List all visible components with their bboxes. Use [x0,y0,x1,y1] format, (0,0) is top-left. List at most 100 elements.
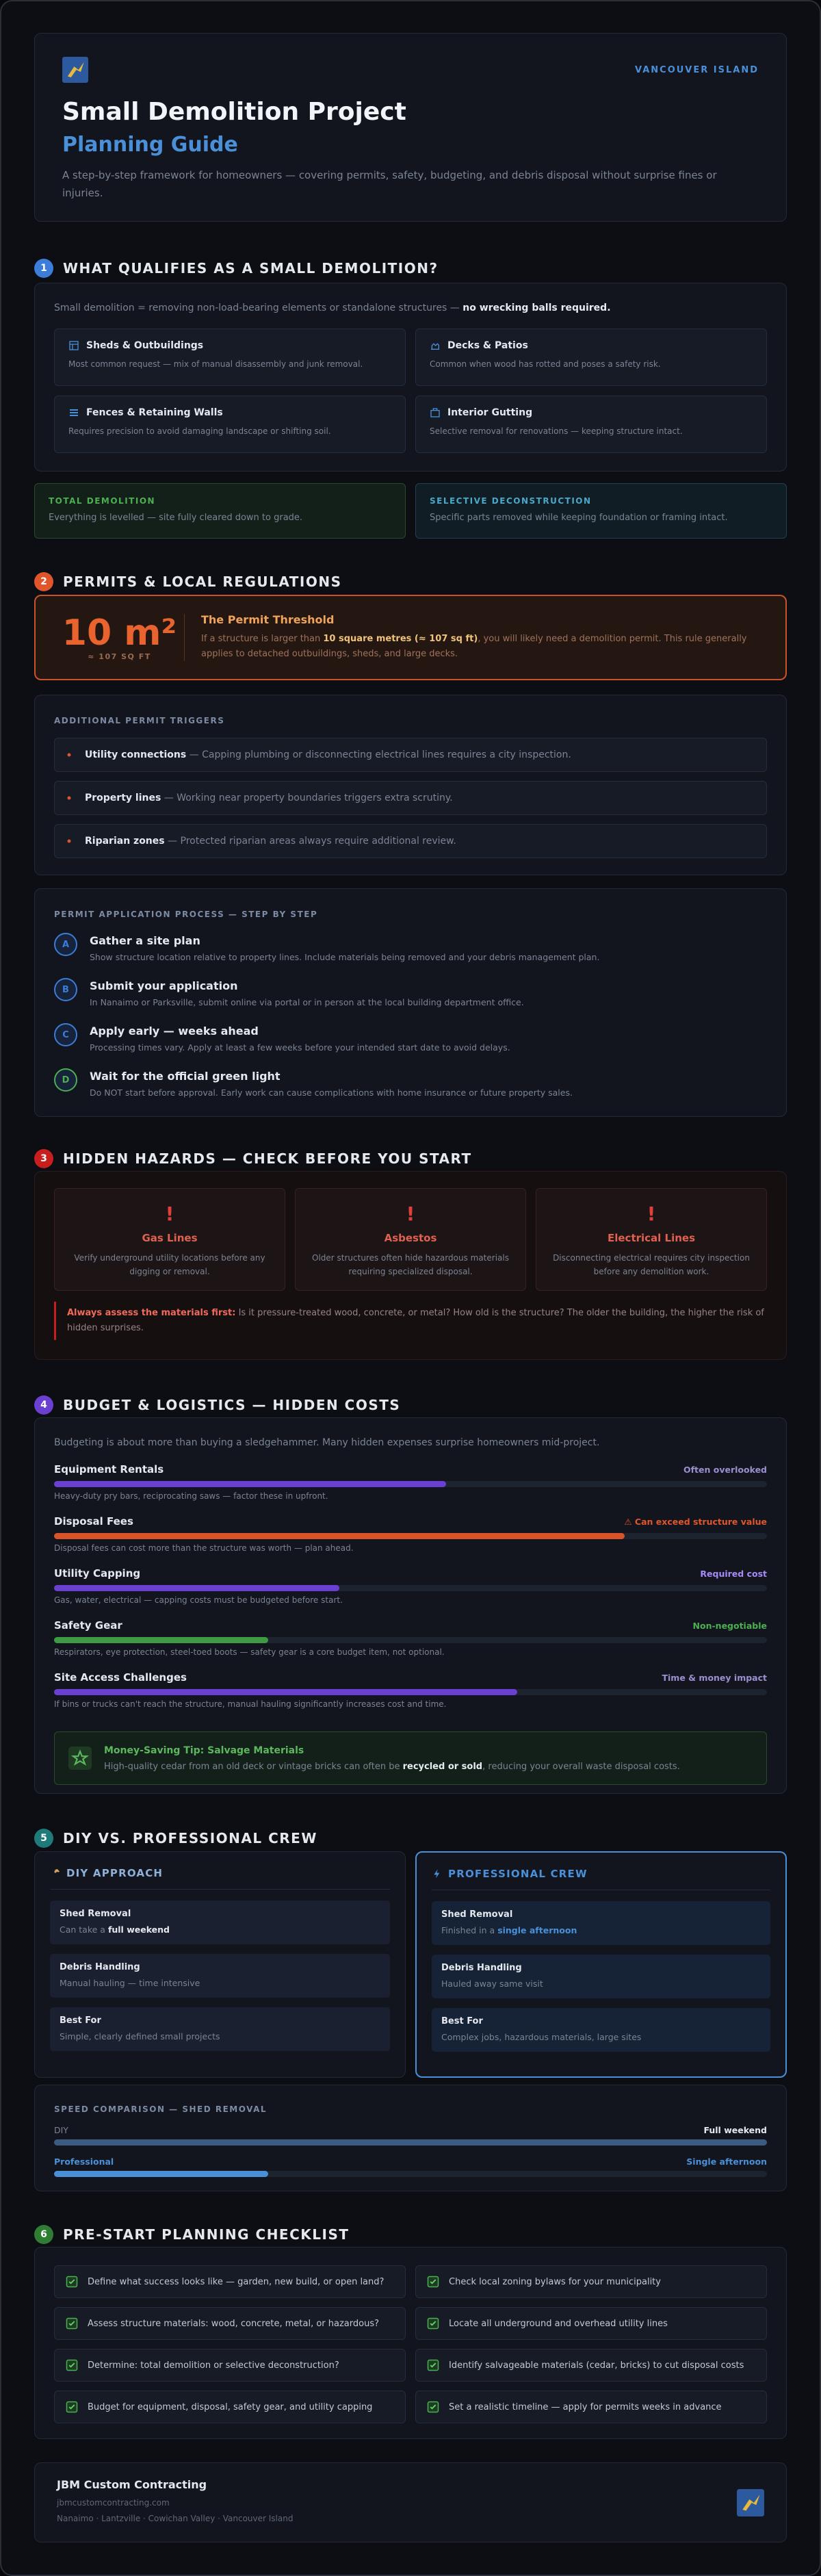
speed-track [54,2139,767,2146]
icon [50,1868,61,1879]
trigger-text: Riparian zones — Protected riparian area… [85,836,456,847]
step-body: Submit your application In Nanaimo or Par… [90,978,524,1023]
hazard-card: ! Electrical Lines Disconnecting electrica… [536,1188,767,1291]
item-title-row: Sheds & Outbuildings [68,340,391,351]
icon [66,751,73,758]
icon-svg [737,2489,764,2516]
text-run: Is it pressure-treated wood, concrete, o… [67,1308,764,1333]
speed-item: DIY Full weekend [54,2125,767,2156]
icon [427,2401,439,2413]
text-run: If a structure is larger than [201,634,324,644]
icon-svg [67,796,71,800]
card: 10 m² ≈ 107 SQ FT The Permit Threshold If a… [34,595,787,680]
budget-item: Equipment Rentals Often overlooked Heavy-d… [54,1463,767,1515]
hazard-card: ! Gas Lines Verify underground utility loc… [54,1188,285,1291]
icon [430,340,441,351]
speed-label: Professional [54,2156,114,2167]
speed-row: Professional Single afternoon [54,2156,767,2167]
comparison-card: DIY APPROACH Shed Removal Can take a full … [34,1851,406,2078]
speed-bar [54,2171,268,2177]
text-run: Simple, clearly defined small projects [60,2031,220,2042]
comparison-label: Shed Removal [441,1909,513,1920]
icon [427,2317,439,2330]
budget-row: Utility Capping Required cost [54,1567,767,1580]
comparison-text: Finished in a single afternoon [441,1925,761,1935]
icon-svg [67,753,71,757]
description: A step-by-step framework for homeowners … [62,169,717,199]
subtitle: Planning Guide [62,133,238,157]
icon [66,2401,78,2413]
text-run: , you will likely need a demolition perm… [201,634,747,659]
trigger-row: Riparian zones — Protected riparian area… [54,824,767,858]
comparison-row: Shed Removal Finished in a single afterno… [432,1901,770,1945]
section-heading: 6 PRE-START PLANNING CHECKLIST [34,2224,787,2245]
item-grid: Sheds & Outbuildings Most common request … [54,329,767,453]
icon [66,2359,78,2371]
text-run: Manual hauling — time intensive [60,1978,200,1988]
trigger-label: Riparian zones [85,836,165,847]
budget-tag: Time & money impact [662,1672,768,1683]
step-text: In Nanaimo or Parksville, submit online … [90,997,524,1007]
website: jbmcustomcontracting.com [57,2498,170,2508]
icon-svg [427,2359,439,2371]
text-run: Hauled away same visit [441,1979,543,1989]
item-card: Sheds & Outbuildings Most common request … [54,329,406,386]
icon [432,1868,443,1879]
budget-track [54,1481,767,1487]
budget-bar [54,1637,268,1643]
text-run: Always assess the materials first: [67,1308,236,1318]
checklist-text: Locate all underground and overhead util… [449,2318,668,2329]
item-text: Selective removal for renovations — keep… [430,426,683,436]
text-run: High-quality cedar from an old deck or v… [104,1761,403,1772]
section-heading: 4 BUDGET & LOGISTICS — HIDDEN COSTS [34,1395,787,1415]
card: JBM Custom Contracting jbmcustomcontracti… [34,2462,787,2542]
hazard-title: Electrical Lines [607,1232,696,1244]
speed-bar [54,2139,767,2146]
hazard-note: Always assess the materials first: Is it… [54,1302,767,1340]
comparison-row: Best For Simple, clearly defined small pr… [50,2007,390,2051]
section-heading: 3 HIDDEN HAZARDS — CHECK BEFORE YOU START [34,1148,787,1169]
tip-title: Money-Saving Tip: Salvage Materials [104,1744,304,1756]
checklist-text: Check local zoning bylaws for your munic… [449,2276,661,2287]
budget-label: Utility Capping [54,1567,141,1580]
title: Small Demolition Project [62,98,406,126]
checklist-grid: Define what success looks like — garden,… [54,2265,767,2423]
tip: Money-Saving Tip: Salvage Materials High-… [54,1731,767,1785]
step-letter: D [54,1068,77,1092]
step-body: Gather a site plan Show structure locatio… [90,933,599,978]
section-number: 2 [34,572,53,591]
icon-svg [70,409,78,416]
checklist-text: Set a realistic timeline — apply for per… [449,2401,722,2412]
checklist-item: Locate all underground and overhead util… [415,2307,767,2340]
section-heading: 5 DIY VS. PROFESSIONAL CREW [34,1828,787,1849]
budget-track [54,1637,767,1643]
icon [68,1747,92,1770]
text-run: Complex jobs, hazardous materials, large… [441,2032,642,2042]
comparison-label: Shed Removal [60,1909,131,1919]
item-card: Fences & Retaining Walls Requires precisi… [54,396,406,453]
section-heading: 1 WHAT QUALIFIES AS A SMALL DEMOLITION? [34,258,787,279]
item-title-row: Fences & Retaining Walls [68,407,391,418]
checklist-item: Define what success looks like — garden,… [54,2265,406,2298]
type-text: Specific parts removed while keeping fou… [430,513,728,523]
item-text: Most common request — mix of manual disa… [68,359,363,369]
text-run: recycled or sold [402,1761,483,1772]
speed-row: DIY Full weekend [54,2125,767,2135]
card: VANCOUVER ISLAND Small Demolition Project… [34,33,787,222]
budget-tag: Often overlooked [683,1464,767,1475]
step-title: Gather a site plan [90,934,200,947]
threshold-value-box: 10 m² ≈ 107 SQ FT [55,614,185,661]
icon-svg [68,1747,92,1770]
section-title: PERMITS & LOCAL REGULATIONS [63,574,342,590]
comparison-row: Debris Handling Manual hauling — time int… [50,1954,390,1998]
icon [66,2276,78,2288]
step-body: Wait for the official green light Do NOT … [90,1068,573,1113]
triggers-title: ADDITIONAL PERMIT TRIGGERS [54,716,225,725]
threshold-title: The Permit Threshold [201,613,335,626]
trigger-row: Utility connections — Capping plumbing o… [54,738,767,772]
budget-text: Respirators, eye protection, steel-toed … [54,1647,445,1657]
text-run: Finished in a [441,1925,498,1935]
text-run: single afternoon [497,1925,577,1935]
hazard-text: Disconnecting electrical requires city i… [553,1253,750,1276]
